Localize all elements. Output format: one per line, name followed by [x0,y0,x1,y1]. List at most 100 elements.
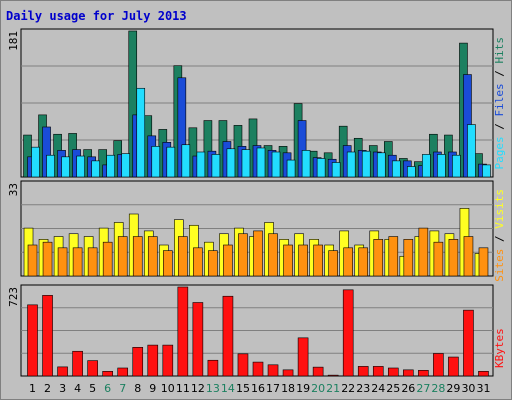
x-tick-label: 18 [281,382,295,395]
bar-kbytes [147,344,159,377]
panel-visits-sites: 33 Sites / Visits [7,180,506,282]
bar-sites [343,247,353,277]
panel-kbytes: 723 KBytes [7,284,506,377]
bar-pages [106,154,115,178]
bar-sites [433,241,444,277]
x-tick-label: 21 [326,382,340,395]
bar-sites [448,239,459,277]
bar-kbytes [117,367,129,377]
bar-pages [437,154,446,178]
bar-sites [418,227,429,277]
bar-sites [478,247,489,277]
x-tick-label: 20 [311,382,325,395]
x-tick-label: 19 [296,382,310,395]
bar-kbytes [357,366,369,377]
x-tick-label: 27 [416,382,430,395]
bar-pages [331,162,341,178]
bar-pages [301,150,311,178]
x-tick-label: 30 [461,382,475,395]
bar-kbytes [297,337,309,377]
bar-sites [238,233,248,277]
x-tick-label: 2 [44,382,51,395]
chart-title: Daily usage for July 2013 [6,9,187,23]
bar-sites [163,250,173,277]
bar-sites [268,233,278,277]
legend: Sites / Visits [493,189,506,282]
bar-pages [467,124,476,178]
x-tick-label: 12 [191,382,205,395]
bar-kbytes [192,302,204,377]
bar-pages [346,151,356,178]
bar-pages [136,87,146,178]
x-tick-label: 14 [221,382,235,395]
bar-pages [361,150,371,178]
bar-pages [391,160,401,178]
bar-kbytes [72,350,83,377]
x-tick-label: 26 [401,382,415,395]
x-tick-label: 13 [206,382,220,395]
bar-sites [87,247,98,277]
bar-pages [452,154,461,178]
bar-kbytes [27,304,38,377]
x-tick-label: 31 [476,382,490,395]
y-max-label: 723 [7,287,20,307]
y-max-label: 33 [7,183,20,196]
y-max-label: 181 [7,31,20,51]
bar-kbytes [478,371,489,377]
bar-pages [166,146,176,178]
bar-kbytes [282,369,294,377]
bar-sites [193,247,203,277]
x-tick-label: 4 [74,382,81,395]
x-tick-label: 22 [341,382,355,395]
bar-kbytes [252,361,264,377]
bar-kbytes [162,344,174,377]
bar-sites [313,244,323,277]
bar-sites [178,236,188,277]
bar-pages [61,156,70,178]
bar-kbytes [403,369,414,377]
bar-pages [241,149,251,178]
bar-kbytes [267,364,279,377]
bar-kbytes [448,356,459,377]
bar-sites [42,241,53,277]
bar-sites [208,250,218,277]
bar-kbytes [42,295,53,377]
x-tick-label: 1 [29,382,36,395]
x-tick-label: 15 [236,382,250,395]
legend-entry: Pages [493,136,506,169]
bar-pages [46,154,55,178]
bar-sites [403,239,414,277]
legend-entry: KBytes [493,328,506,368]
bar-sites [388,236,399,277]
bar-sites [57,247,68,277]
legend-entry: Visits [493,189,506,229]
x-tick-label: 5 [89,382,96,395]
legend: Pages / Files / Hits [493,37,506,170]
bar-pages [482,164,491,178]
bar-pages [286,159,296,178]
panel-hits-files-pages: 181 Pages / Files / Hits [7,28,506,178]
bar-kbytes [237,353,249,377]
x-tick-label: 23 [356,382,370,395]
bar-kbytes [433,353,444,377]
bar-kbytes [207,359,219,377]
bar-sites [132,236,143,277]
bar-pages [76,155,85,178]
legend-separator: / [493,117,506,137]
bar-kbytes [177,286,189,377]
bar-pages [196,151,206,178]
x-tick-label: 7 [119,382,126,395]
bar-kbytes [132,347,144,377]
bar-pages [271,151,281,178]
bar-kbytes [418,370,429,377]
x-tick-label: 28 [431,382,445,395]
bar-kbytes [387,367,399,377]
x-tick-label: 29 [446,382,460,395]
legend-separator: / [493,64,506,84]
legend: KBytes [493,328,506,368]
bar-kbytes [87,360,98,377]
bar-sites [253,230,263,277]
legend-entry: Sites [493,249,506,282]
x-tick-label: 17 [266,382,280,395]
bar-pages [151,146,161,178]
